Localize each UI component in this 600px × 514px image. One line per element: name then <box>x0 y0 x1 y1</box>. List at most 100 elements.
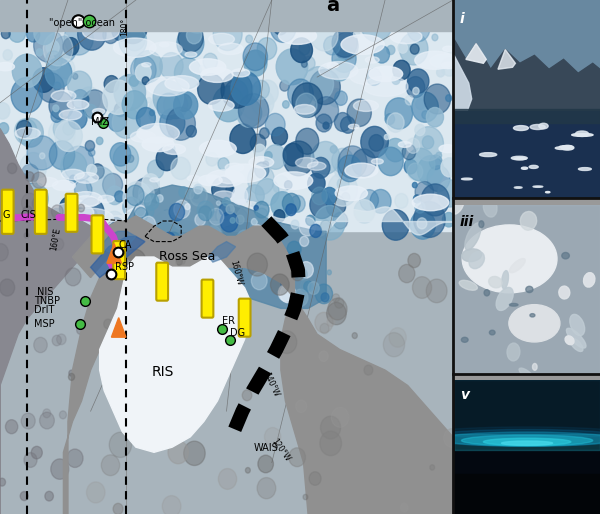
Ellipse shape <box>7 175 26 183</box>
Circle shape <box>141 216 155 232</box>
Circle shape <box>276 336 283 344</box>
Ellipse shape <box>199 175 222 186</box>
Ellipse shape <box>59 110 82 120</box>
Circle shape <box>147 396 160 412</box>
Circle shape <box>68 373 74 380</box>
Circle shape <box>67 449 83 467</box>
Ellipse shape <box>529 166 538 169</box>
Circle shape <box>303 67 334 101</box>
Text: DrIT: DrIT <box>34 305 55 315</box>
Circle shape <box>242 390 252 401</box>
Circle shape <box>329 15 341 29</box>
Ellipse shape <box>294 104 315 114</box>
Circle shape <box>24 453 37 467</box>
Circle shape <box>226 205 234 214</box>
Circle shape <box>438 180 462 207</box>
Circle shape <box>185 204 190 210</box>
Ellipse shape <box>67 100 89 109</box>
Circle shape <box>34 22 54 45</box>
Circle shape <box>332 294 340 302</box>
Circle shape <box>218 469 236 489</box>
Ellipse shape <box>502 441 553 445</box>
Circle shape <box>127 249 145 269</box>
Circle shape <box>168 440 188 464</box>
Circle shape <box>174 91 198 119</box>
Circle shape <box>133 237 147 253</box>
Circle shape <box>169 204 185 221</box>
Circle shape <box>79 87 100 112</box>
Polygon shape <box>91 236 145 278</box>
Circle shape <box>296 400 307 413</box>
Circle shape <box>254 206 259 210</box>
Circle shape <box>126 185 144 206</box>
Ellipse shape <box>412 194 449 211</box>
Circle shape <box>418 156 444 186</box>
Circle shape <box>138 192 151 208</box>
Circle shape <box>303 494 308 500</box>
Circle shape <box>237 230 251 246</box>
Circle shape <box>146 271 160 288</box>
Ellipse shape <box>511 156 527 160</box>
Ellipse shape <box>72 7 98 19</box>
Ellipse shape <box>130 131 155 142</box>
Circle shape <box>97 137 103 144</box>
Ellipse shape <box>83 24 119 41</box>
Text: RSP: RSP <box>115 263 134 272</box>
Circle shape <box>290 9 299 19</box>
Circle shape <box>369 135 383 151</box>
Circle shape <box>353 31 359 38</box>
Circle shape <box>387 45 395 54</box>
Circle shape <box>247 253 268 276</box>
Circle shape <box>290 38 313 63</box>
Circle shape <box>31 446 42 459</box>
Circle shape <box>412 92 439 122</box>
Circle shape <box>232 187 248 205</box>
Polygon shape <box>64 216 453 514</box>
Ellipse shape <box>165 76 199 91</box>
Circle shape <box>118 11 147 44</box>
Circle shape <box>221 207 250 239</box>
Circle shape <box>430 465 434 470</box>
Ellipse shape <box>526 286 533 292</box>
Circle shape <box>338 155 361 182</box>
Bar <box>0 0 453 31</box>
Circle shape <box>311 157 330 178</box>
Circle shape <box>290 195 305 212</box>
Circle shape <box>259 8 273 24</box>
Circle shape <box>73 74 78 79</box>
Circle shape <box>163 91 188 119</box>
Ellipse shape <box>150 178 159 182</box>
Text: CIS: CIS <box>21 210 37 220</box>
Circle shape <box>49 141 75 170</box>
Ellipse shape <box>274 172 313 190</box>
Bar <box>454 434 600 450</box>
Circle shape <box>234 255 239 260</box>
Circle shape <box>146 98 151 103</box>
Ellipse shape <box>484 438 571 446</box>
Ellipse shape <box>415 51 455 69</box>
Circle shape <box>415 124 425 136</box>
Circle shape <box>330 145 337 153</box>
Ellipse shape <box>462 225 557 293</box>
Circle shape <box>91 164 104 179</box>
Ellipse shape <box>439 145 457 153</box>
Circle shape <box>337 177 349 191</box>
Circle shape <box>146 222 151 228</box>
Text: a: a <box>326 0 339 15</box>
Ellipse shape <box>73 196 98 208</box>
Circle shape <box>255 162 269 178</box>
Circle shape <box>23 206 32 217</box>
Circle shape <box>209 242 220 252</box>
Ellipse shape <box>514 125 529 131</box>
Ellipse shape <box>484 290 490 296</box>
Circle shape <box>287 241 301 257</box>
Circle shape <box>251 218 257 225</box>
Circle shape <box>153 81 184 115</box>
Circle shape <box>197 201 214 220</box>
Circle shape <box>123 181 152 214</box>
Circle shape <box>49 92 73 120</box>
Circle shape <box>167 232 181 248</box>
Circle shape <box>63 38 79 56</box>
Circle shape <box>230 124 256 154</box>
Ellipse shape <box>555 146 570 150</box>
